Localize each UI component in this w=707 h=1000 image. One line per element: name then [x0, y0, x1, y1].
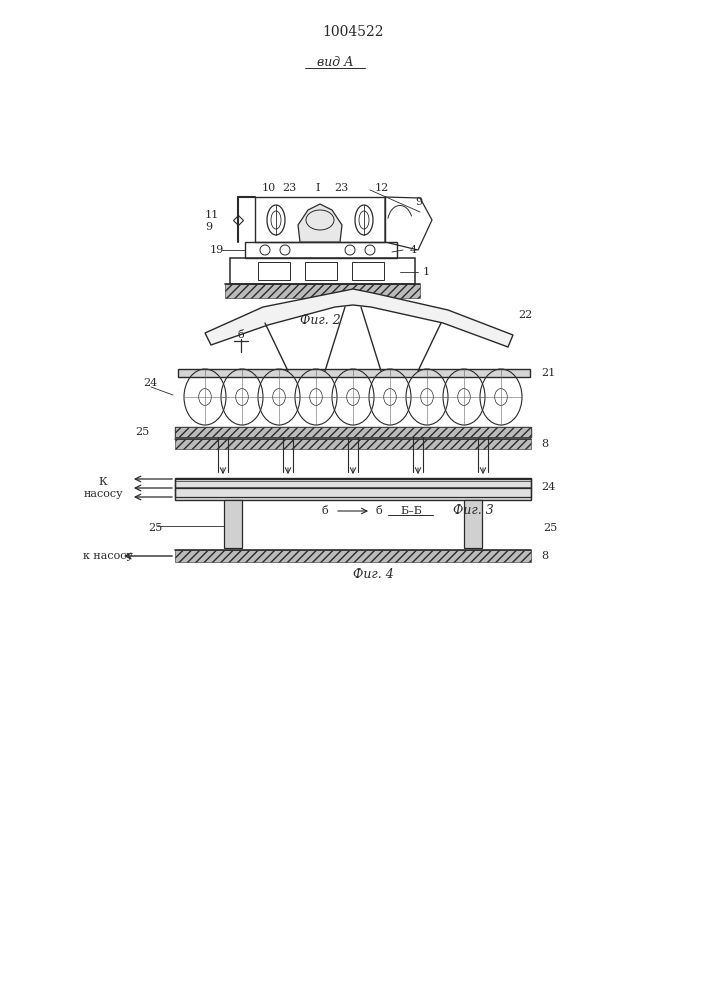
Bar: [175, 427, 531, 437]
Text: 23: 23: [282, 183, 296, 193]
Text: 23: 23: [334, 183, 349, 193]
Text: 21: 21: [541, 368, 555, 378]
Bar: [305, 262, 337, 280]
Text: б: б: [322, 506, 328, 516]
Text: 25: 25: [543, 523, 557, 533]
Text: 1004522: 1004522: [322, 25, 384, 39]
Bar: [175, 439, 531, 449]
Bar: [225, 284, 420, 298]
Text: 24: 24: [541, 482, 555, 492]
Polygon shape: [205, 289, 513, 347]
Text: 9: 9: [205, 222, 212, 232]
Bar: [352, 262, 384, 280]
Text: 25: 25: [148, 523, 162, 533]
Text: 24: 24: [143, 378, 157, 388]
Text: 22: 22: [518, 310, 532, 320]
Text: 10: 10: [262, 183, 276, 193]
Bar: [464, 500, 482, 548]
Bar: [230, 258, 415, 284]
Text: 19: 19: [210, 245, 224, 255]
Text: К
насосу: К насосу: [83, 477, 123, 499]
Bar: [175, 427, 531, 437]
Text: Б–Б: Б–Б: [400, 506, 422, 516]
Text: Фиг. 4: Фиг. 4: [353, 568, 393, 580]
Text: 1: 1: [423, 267, 430, 277]
Text: 12: 12: [375, 183, 390, 193]
Bar: [255, 197, 385, 242]
Bar: [178, 369, 530, 377]
Text: вид А: вид А: [317, 55, 354, 68]
Text: б: б: [375, 506, 382, 516]
Text: Фиг. 2: Фиг. 2: [300, 314, 340, 326]
Text: Фиг. 3: Фиг. 3: [452, 504, 493, 518]
Text: I: I: [315, 183, 320, 193]
Bar: [258, 262, 290, 280]
Text: б: б: [238, 330, 245, 340]
Text: 11: 11: [205, 210, 219, 220]
Text: 8: 8: [541, 551, 548, 561]
Text: 4: 4: [410, 245, 417, 255]
Bar: [245, 242, 397, 258]
Polygon shape: [298, 204, 342, 242]
Text: 9: 9: [415, 197, 422, 207]
Text: 8: 8: [541, 439, 548, 449]
Text: к насосу: к насосу: [83, 551, 133, 561]
Bar: [175, 550, 531, 562]
Bar: [175, 478, 531, 500]
Text: 25: 25: [135, 427, 149, 437]
Bar: [224, 500, 242, 548]
